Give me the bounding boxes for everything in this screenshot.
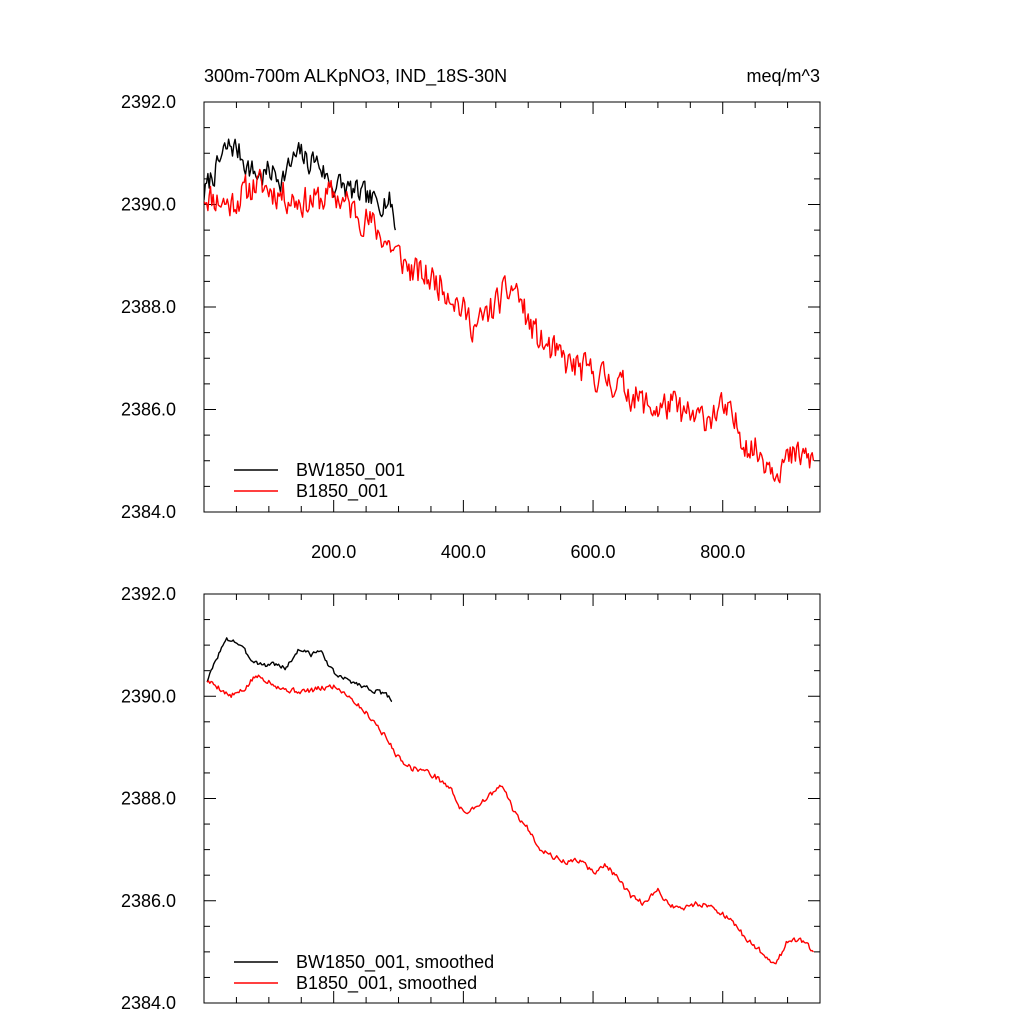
legend-label: BW1850_001 <box>296 460 405 481</box>
legend-label: BW1850_001, smoothed <box>296 952 494 973</box>
y-tick-label: 2386.0 <box>121 400 176 420</box>
top-panel: 2384.0 2386.0 2388.0 2390.0 2392.0 200.0 400.0… <box>121 92 821 562</box>
y-tick-label: 2392.0 <box>121 92 176 112</box>
bottom-panel: 2384.0 2386.0 2388.0 2390.0 2392.0 BW1850_001… <box>121 584 821 1013</box>
x-tick-label: 600.0 <box>571 542 616 562</box>
x-tick-label: 200.0 <box>311 542 356 562</box>
plot-frame <box>203 101 821 513</box>
y-tick-label: 2390.0 <box>121 686 176 706</box>
y-tick-label: 2384.0 <box>121 993 176 1013</box>
legend-label: B1850_001, smoothed <box>296 973 477 994</box>
y-tick-label: 2384.0 <box>121 502 176 522</box>
x-tick-label: 800.0 <box>700 542 745 562</box>
y-tick-label: 2388.0 <box>121 297 176 317</box>
legend-label: B1850_001 <box>296 481 388 502</box>
y-tick-label: 2390.0 <box>121 195 176 215</box>
series-line <box>206 674 814 965</box>
y-tick-label: 2388.0 <box>121 789 176 809</box>
units-label: meq/m^3 <box>747 66 820 86</box>
series-line <box>206 637 393 703</box>
series-line <box>204 138 396 231</box>
chart-title: 300m-700m ALKpNO3, IND_18S-30N <box>204 66 507 87</box>
y-tick-label: 2392.0 <box>121 584 176 604</box>
y-tick-label: 2386.0 <box>121 891 176 911</box>
series-line <box>204 168 815 484</box>
plot-frame <box>203 593 821 1004</box>
x-tick-label: 400.0 <box>441 542 486 562</box>
